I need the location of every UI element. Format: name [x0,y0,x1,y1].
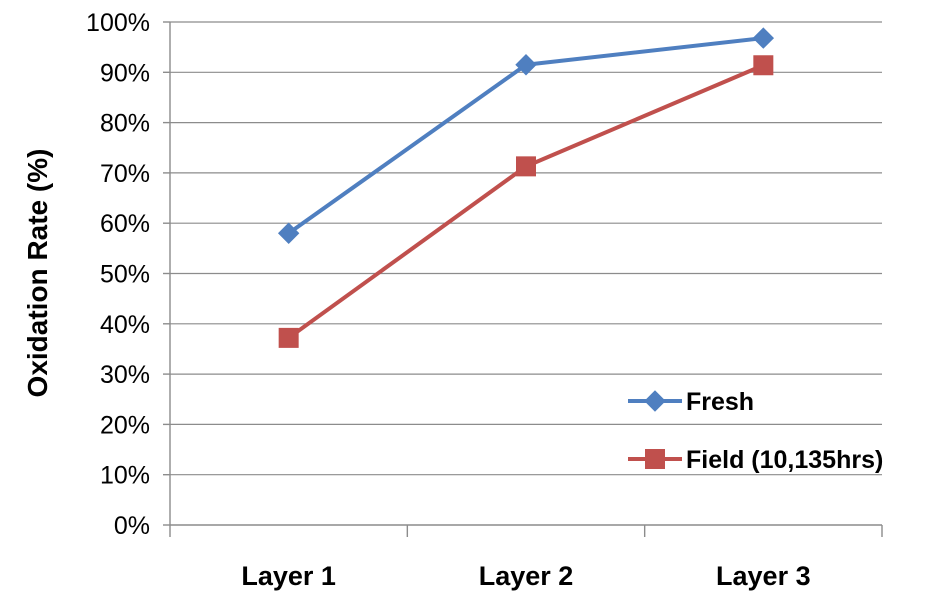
y-tick-label: 40% [100,311,150,339]
y-tick-label: 20% [100,411,150,439]
x-category-label: Layer 3 [716,561,811,591]
axes [163,21,883,537]
y-tick-label: 70% [100,160,150,188]
data-point [515,54,537,76]
y-tick-label: 30% [100,361,150,389]
y-tick-label: 50% [100,261,150,289]
series-fresh [277,27,775,244]
y-axis-title: Oxidation Rate (%) [22,149,53,398]
legend-marker [644,390,666,412]
series-line [287,63,765,340]
x-category-label: Layer 1 [241,561,336,591]
data-point [752,27,775,49]
y-tick-label: 100% [86,9,150,37]
legend-label: Field (10,135hrs) [686,446,883,474]
data-point [277,222,300,244]
series-field [278,55,774,348]
legend-entry: Fresh [628,388,754,416]
y-tick-label: 60% [100,210,150,238]
legend-entry: Field (10,135hrs) [628,446,883,474]
legend: Fresh Field (10,135hrs) [628,388,883,474]
series-layer [277,27,775,348]
gridlines [170,21,882,476]
y-axis-tick-labels: 0% 10% 20% 30% 40% 50% 60% 70% 80% 90% 100% [86,9,150,540]
y-tick-label: 10% [100,462,150,490]
y-tick-label: 90% [100,59,150,87]
legend-marker [645,449,665,469]
x-category-label: Layer 2 [479,561,574,591]
legend-label: Fresh [686,388,754,416]
data-point [278,327,299,348]
data-point [753,55,774,76]
y-tick-label: 0% [114,512,150,540]
y-tick-label: 80% [100,110,150,138]
data-point [516,156,536,177]
x-axis-category-labels: Layer 1 Layer 2 Layer 3 [241,561,810,591]
